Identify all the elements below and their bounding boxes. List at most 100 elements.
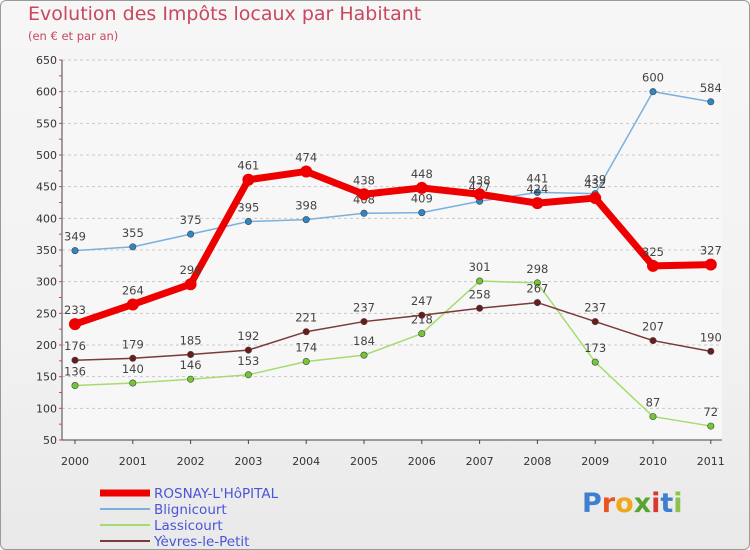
- data-label: 296: [180, 263, 202, 277]
- data-label: 176: [64, 339, 86, 353]
- data-point: [360, 351, 368, 359]
- data-label: 298: [526, 262, 548, 276]
- data-point: [302, 328, 310, 336]
- data-point: [531, 197, 544, 210]
- y-tick-label: 550: [36, 117, 57, 130]
- data-label: 395: [237, 201, 259, 215]
- y-tick-label: 400: [36, 212, 57, 225]
- data-point: [69, 318, 81, 331]
- data-point: [126, 298, 139, 311]
- data-label: 87: [646, 396, 661, 410]
- data-point: [358, 188, 370, 201]
- data-point: [649, 88, 657, 96]
- data-label: 432: [584, 177, 606, 191]
- x-tick-label: 2009: [581, 455, 609, 468]
- data-point: [591, 318, 599, 326]
- y-tick-label: 250: [36, 307, 57, 320]
- data-label: 439: [584, 173, 606, 187]
- data-label: 174: [295, 340, 317, 354]
- data-label: 233: [64, 303, 86, 317]
- data-point: [707, 347, 715, 355]
- data-label: 301: [469, 260, 491, 274]
- data-label: 221: [295, 311, 317, 325]
- data-point: [589, 192, 602, 205]
- y-tick-label: 300: [36, 276, 57, 289]
- data-label: 267: [526, 282, 548, 296]
- data-point: [533, 279, 541, 287]
- data-label: 146: [180, 358, 202, 372]
- proxiti-logo: Proxiti: [582, 488, 683, 519]
- data-label: 190: [700, 330, 722, 344]
- data-label: 192: [237, 329, 259, 343]
- data-point: [302, 357, 310, 365]
- legend-label: Lassicourt: [154, 518, 223, 534]
- x-tick-label: 2005: [350, 455, 378, 468]
- y-tick-label: 500: [36, 149, 57, 162]
- data-label: 140: [122, 362, 144, 376]
- x-tick-label: 2010: [639, 455, 667, 468]
- legend-label: Yèvres-le-Petit: [153, 534, 249, 550]
- series-line-3: [74, 301, 711, 361]
- data-point: [704, 258, 717, 271]
- legend-label: ROSNAY-L'HôPITAL: [154, 486, 279, 502]
- x-tick-label: 2007: [466, 455, 494, 468]
- y-tick-label: 450: [36, 181, 57, 194]
- data-label: 72: [703, 405, 718, 419]
- x-tick-label: 2004: [292, 455, 320, 468]
- chart-title: Evolution des Impôts locaux par Habitant: [28, 3, 422, 25]
- data-label: 264: [122, 283, 144, 297]
- data-point: [184, 278, 197, 291]
- data-point: [302, 216, 310, 224]
- y-tick-label: 200: [36, 339, 57, 352]
- series-line-2: [74, 280, 711, 427]
- data-point: [533, 299, 541, 307]
- data-label: 584: [700, 81, 722, 95]
- data-point: [129, 379, 137, 387]
- data-point: [418, 209, 426, 217]
- data-point: [360, 318, 368, 326]
- data-point: [473, 188, 486, 201]
- x-tick-label: 2001: [119, 455, 147, 468]
- x-tick-label: 2011: [697, 455, 725, 468]
- legend-label: Blignicourt: [154, 502, 227, 518]
- data-point: [242, 173, 255, 186]
- data-point: [707, 422, 715, 430]
- data-point: [418, 330, 426, 338]
- data-label: 258: [469, 287, 491, 301]
- data-label: 355: [122, 226, 144, 240]
- data-point: [129, 354, 137, 362]
- data-point: [649, 413, 657, 421]
- data-label: 153: [237, 354, 259, 368]
- x-tick-label: 2000: [61, 455, 89, 468]
- data-label: 136: [64, 365, 86, 379]
- data-label: 438: [469, 173, 491, 187]
- y-tick-label: 650: [36, 54, 57, 67]
- data-point: [71, 247, 79, 255]
- data-label: 325: [642, 245, 664, 259]
- data-point: [707, 98, 715, 106]
- data-point: [187, 375, 195, 383]
- y-tick-label: 100: [36, 402, 57, 415]
- data-point: [71, 356, 79, 364]
- data-label: 474: [295, 150, 317, 164]
- data-point: [187, 350, 195, 358]
- data-label: 441: [526, 171, 548, 185]
- x-tick-label: 2008: [523, 455, 551, 468]
- data-point: [360, 209, 368, 217]
- data-point: [533, 188, 541, 196]
- data-label: 461: [237, 159, 259, 173]
- y-tick-label: 150: [36, 371, 57, 384]
- data-label: 179: [122, 337, 144, 351]
- data-label: 184: [353, 334, 375, 348]
- series-line-0: [73, 167, 711, 328]
- y-tick-label: 50: [43, 434, 57, 447]
- data-label: 398: [295, 199, 317, 213]
- data-point: [187, 230, 195, 238]
- data-label: 375: [180, 213, 202, 227]
- series-line-1: [74, 90, 711, 252]
- data-label: 448: [411, 167, 433, 181]
- data-label: 237: [584, 301, 606, 315]
- data-label: 185: [180, 334, 202, 348]
- x-tick-label: 2002: [177, 455, 205, 468]
